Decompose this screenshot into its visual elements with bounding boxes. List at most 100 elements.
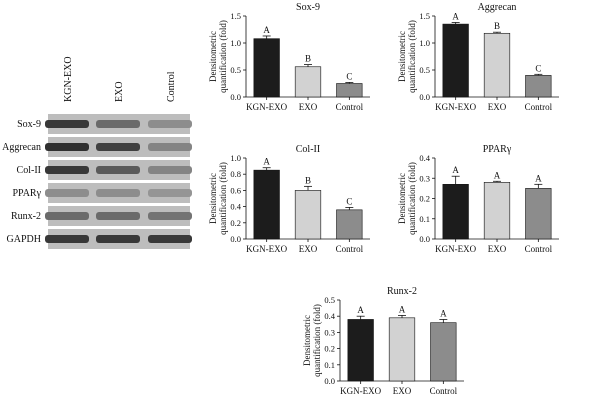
y-tick-label: 0.0 <box>230 92 241 102</box>
y-tick-label: 0.4 <box>324 311 335 321</box>
y-tick-label: 0.6 <box>230 185 241 195</box>
bar-chart: PPARγ Densitometric quantification (fold)0… <box>397 144 559 254</box>
significance-letter: C <box>346 196 352 206</box>
x-tick-label: EXO <box>299 244 318 254</box>
x-tick-label: KGN-EXO <box>435 244 476 254</box>
bar <box>442 184 469 240</box>
blot-band <box>96 143 140 151</box>
bar <box>294 66 322 98</box>
y-axis-label: quantification (fold) <box>312 304 322 377</box>
bar <box>525 75 552 98</box>
blot-lane-label: EXO <box>114 81 125 102</box>
y-tick-label: 0.0 <box>419 92 430 102</box>
y-tick-label: 0.0 <box>419 234 430 244</box>
blot-lane-label: KGN-EXO <box>63 56 74 102</box>
chart-title: Runx-2 <box>387 286 417 297</box>
significance-letter: B <box>305 175 311 185</box>
significance-letter: A <box>494 170 501 180</box>
blot-protein-label: GAPDH <box>7 234 41 245</box>
bar-chart: Runx-2 Densitometric quantification (fold)… <box>302 286 464 396</box>
y-tick-label: 1.0 <box>230 38 241 48</box>
y-tick-label: 0.0 <box>324 376 335 386</box>
y-tick-label: 0.8 <box>230 169 241 179</box>
blot-protein-label: Aggrecan <box>2 142 41 153</box>
blot-band <box>148 166 192 174</box>
bar <box>253 38 280 98</box>
x-tick-label: KGN-EXO <box>340 386 381 396</box>
y-tick-label: 1.0 <box>230 153 241 163</box>
x-tick-label: EXO <box>488 244 507 254</box>
y-axis-label: quantification (fold) <box>218 162 228 235</box>
bar <box>336 83 363 98</box>
blot-band <box>45 235 89 243</box>
y-tick-label: 1.5 <box>419 11 430 21</box>
y-axis-label: Densitometric <box>397 173 407 224</box>
significance-letter: A <box>535 173 542 183</box>
x-tick-label: Control <box>525 244 553 254</box>
chart-title: Aggrecan <box>478 2 517 13</box>
blot-band <box>96 166 140 174</box>
y-tick-label: 1.0 <box>419 38 430 48</box>
significance-letter: C <box>535 63 541 73</box>
x-tick-label: EXO <box>393 386 412 396</box>
significance-letter: A <box>399 304 406 314</box>
significance-letter: A <box>263 25 270 35</box>
y-tick-label: 0.1 <box>419 214 430 224</box>
y-axis-label: Densitometric <box>208 173 218 224</box>
bar <box>430 322 457 382</box>
y-axis-label: quantification (fold) <box>407 162 417 235</box>
blot-band <box>148 212 192 220</box>
y-tick-label: 0.5 <box>230 65 241 75</box>
y-tick-label: 0.3 <box>419 173 430 183</box>
y-tick-label: 0.0 <box>230 234 241 244</box>
x-tick-label: EXO <box>488 102 507 112</box>
blot-protein-label: PPARγ <box>12 188 41 199</box>
blot-protein-label: Col-II <box>17 165 41 176</box>
y-tick-label: 0.1 <box>324 360 335 370</box>
western-blot-panel: KGN-EXO EXO Control Sox-9 Aggrecan Col-II PPAR… <box>2 56 192 249</box>
y-tick-label: 0.4 <box>230 202 241 212</box>
blot-band <box>96 235 140 243</box>
y-axis-label: Densitometric <box>208 31 218 82</box>
x-tick-label: Control <box>336 244 364 254</box>
y-tick-label: 0.3 <box>324 327 335 337</box>
chart-title: PPARγ <box>483 144 512 155</box>
blot-band <box>148 235 192 243</box>
blot-protein-label: Runx-2 <box>11 211 41 222</box>
blot-protein-label: Sox-9 <box>17 119 41 130</box>
x-tick-label: Control <box>430 386 458 396</box>
y-axis-label: Densitometric <box>302 315 312 366</box>
significance-letter: C <box>346 71 352 81</box>
blot-band <box>45 143 89 151</box>
y-tick-label: 1.5 <box>230 11 241 21</box>
y-axis-label: Densitometric <box>397 31 407 82</box>
bar-chart: Aggrecan Densitometric quantification (fol… <box>397 2 559 112</box>
x-tick-label: KGN-EXO <box>246 102 287 112</box>
bar <box>483 182 511 240</box>
significance-letter: A <box>452 165 459 175</box>
significance-letter: A <box>440 308 447 318</box>
blot-band <box>148 120 192 128</box>
blot-band <box>96 120 140 128</box>
bar <box>347 319 374 382</box>
bar <box>388 317 416 382</box>
bar-chart: Col-II Densitometric quantification (fold)… <box>208 144 370 254</box>
y-axis-label: quantification (fold) <box>218 20 228 93</box>
x-tick-label: Control <box>525 102 553 112</box>
bar-chart: Sox-9 Densitometric quantification (fold)0… <box>208 2 370 112</box>
chart-title: Col-II <box>296 144 320 155</box>
x-tick-label: Control <box>336 102 364 112</box>
significance-letter: A <box>263 157 270 167</box>
bar <box>483 32 511 98</box>
x-tick-label: KGN-EXO <box>435 102 476 112</box>
blot-band <box>45 189 89 197</box>
bar <box>336 209 363 240</box>
significance-letter: B <box>305 54 311 64</box>
y-tick-label: 0.5 <box>419 65 430 75</box>
blot-band <box>45 120 89 128</box>
significance-letter: A <box>357 305 364 315</box>
blot-band <box>45 166 89 174</box>
blot-lane-label: Control <box>166 71 177 102</box>
